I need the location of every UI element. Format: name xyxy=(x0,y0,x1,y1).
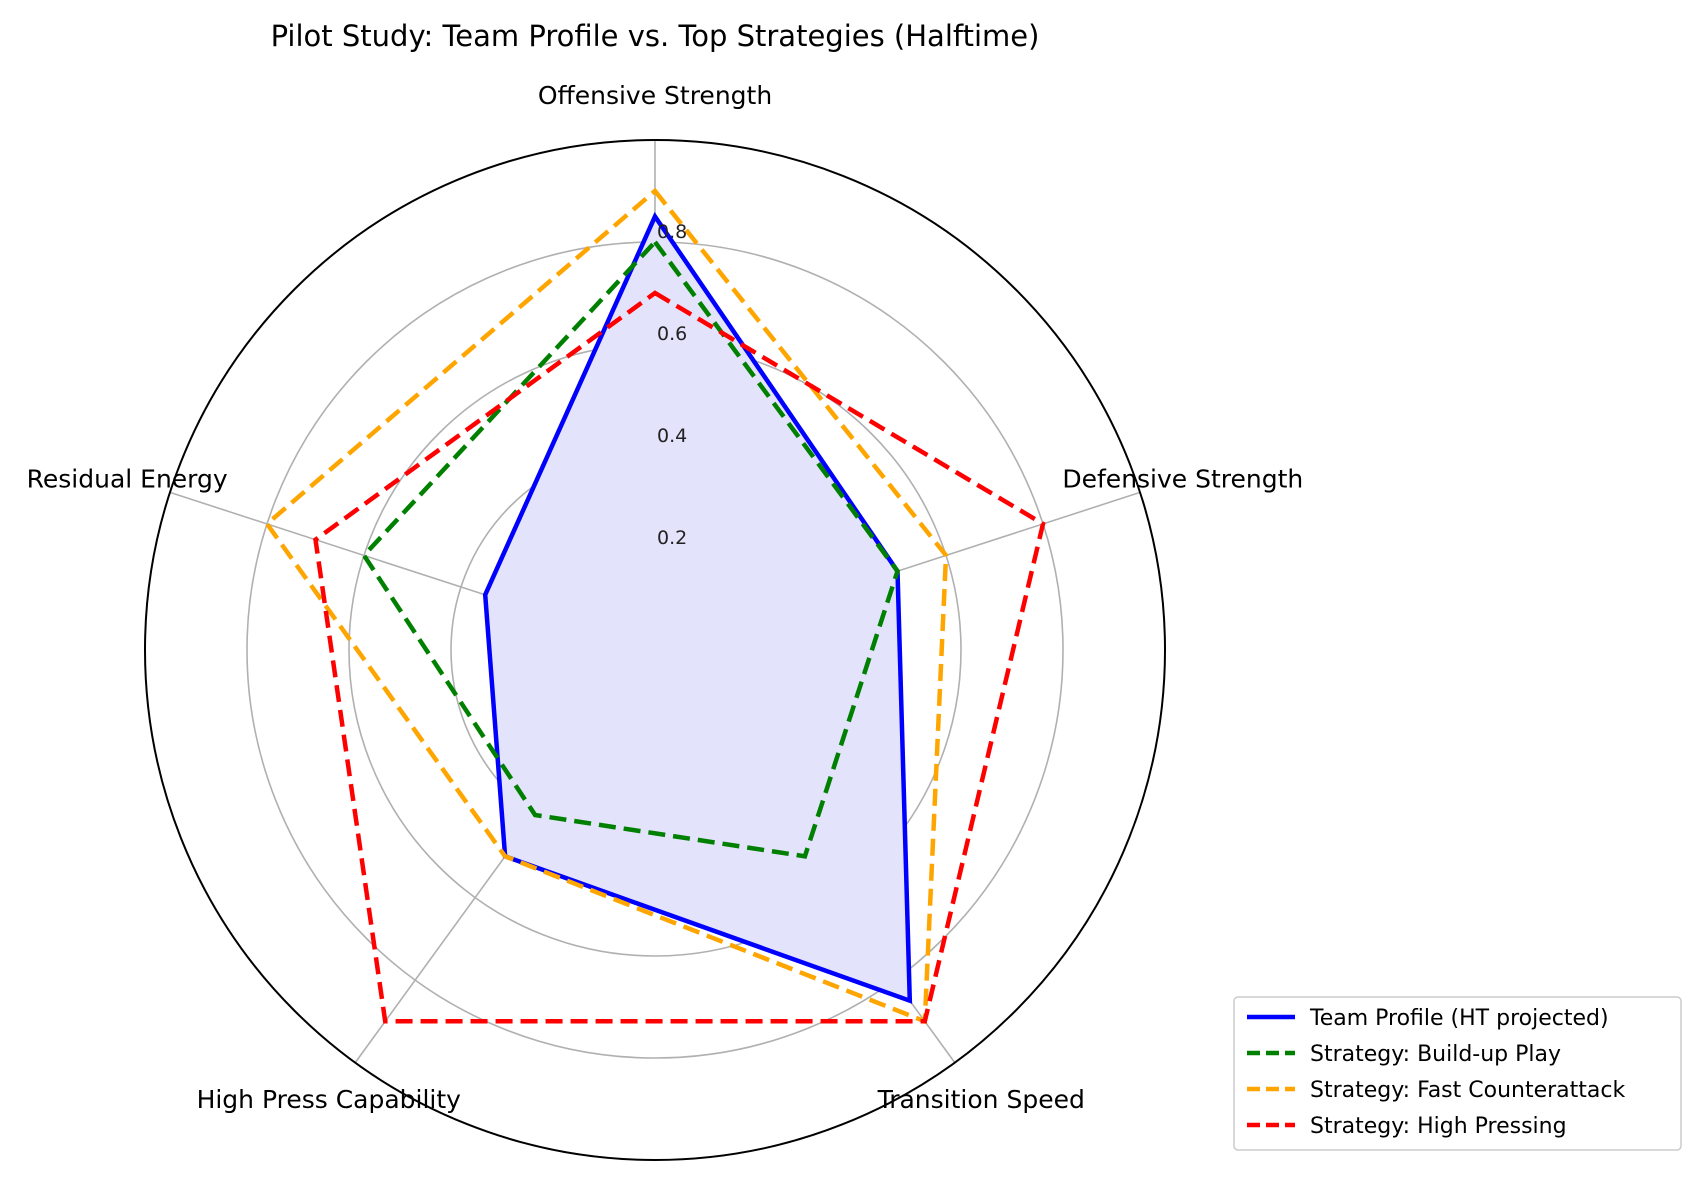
rtick-label-2: 0.6 xyxy=(657,323,687,345)
legend-label-2: Strategy: Fast Counterattack xyxy=(1310,1078,1625,1103)
legend: Team Profile (HT projected) Strategy: Bui… xyxy=(1233,996,1682,1151)
axis-label-3: High Press Capability xyxy=(197,1085,462,1114)
axis-label-2: Transition Speed xyxy=(877,1085,1085,1114)
legend-label-1: Strategy: Build-up Play xyxy=(1310,1042,1561,1067)
radar-series xyxy=(263,187,1046,1025)
rtick-label-3: 0.8 xyxy=(657,221,687,243)
axis-label-1: Defensive Strength xyxy=(1062,464,1303,493)
rtick-label-1: 0.4 xyxy=(657,425,687,447)
legend-frame xyxy=(1233,996,1682,1151)
series-line-0 xyxy=(482,211,913,1004)
legend-label-0: Team Profile (HT projected) xyxy=(1309,1006,1609,1031)
chart-title: Pilot Study: Team Profile vs. Top Strate… xyxy=(271,19,1040,53)
legend-label-3: Strategy: High Pressing xyxy=(1310,1114,1567,1139)
radial-ticks: 0.2 0.4 0.6 0.8 xyxy=(657,221,687,549)
axis-label-0: Offensive Strength xyxy=(538,81,772,110)
series-fill-0 xyxy=(485,216,910,1001)
series-line-1 xyxy=(361,238,900,859)
outer-frame xyxy=(144,139,1166,1161)
series-line-3 xyxy=(313,290,1046,1024)
rtick-label-0: 0.2 xyxy=(657,527,687,549)
axis-labels: Offensive Strength Defensive Strength Tran… xyxy=(27,81,1304,1114)
series-line-2 xyxy=(263,187,949,1025)
axis-label-4: Residual Energy xyxy=(27,464,228,493)
